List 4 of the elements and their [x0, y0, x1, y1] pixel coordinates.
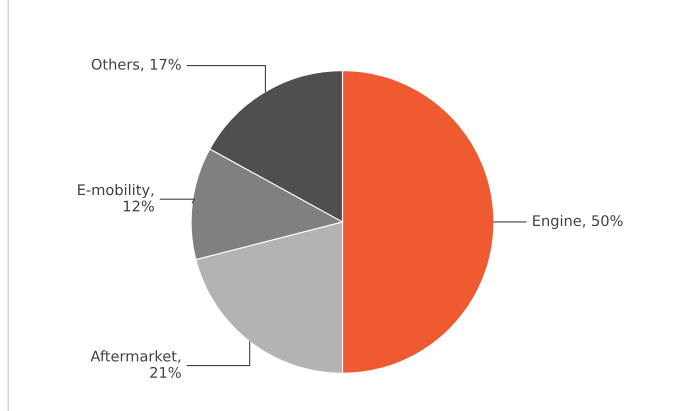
- slice-label: Engine, 50%: [533, 214, 623, 229]
- slice-label: Others, 17%: [92, 58, 181, 72]
- slice-label: E-mobility, 12%: [78, 184, 154, 212]
- slice-label: Aftermarket, 21%: [90, 350, 181, 378]
